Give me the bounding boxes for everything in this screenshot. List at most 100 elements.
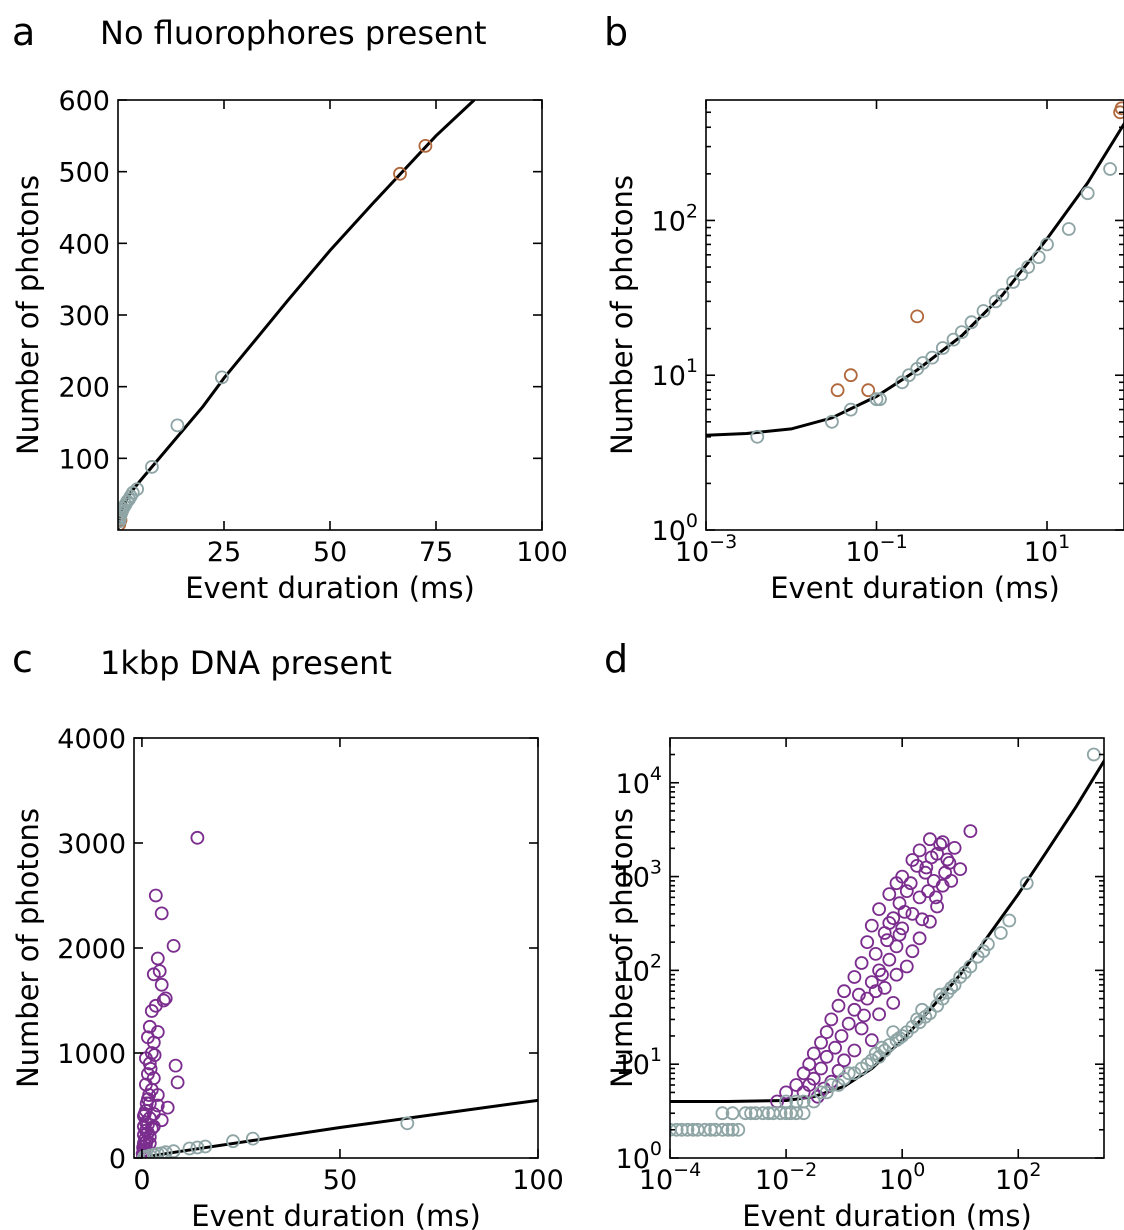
fit-curve <box>706 121 1124 437</box>
data-point-gray <box>824 1078 839 1092</box>
data-point-gray <box>779 1094 793 1109</box>
data-point-purple <box>903 876 918 891</box>
panel-b: b 10−3 10−1 101 100 101 102 Event duration (ms)… <box>604 10 1124 605</box>
data-point-gray <box>915 1002 929 1017</box>
data-point-gray <box>923 1006 937 1021</box>
y-tick-label: 200 <box>58 373 110 404</box>
panel-d: d 10−4 10−2 100 102 100 101 102 103 104 Event dura… <box>604 637 1105 1230</box>
data-point-purple <box>882 916 897 930</box>
fit-curve <box>118 100 476 530</box>
data-point-gray <box>1080 186 1095 201</box>
data-point-purple <box>828 1040 842 1055</box>
data-point-purple <box>142 1019 157 1034</box>
data-point-purple <box>150 951 165 966</box>
data-point-gray <box>789 1094 804 1109</box>
data-point-gray <box>819 1085 834 1100</box>
x-tick-label: 0 <box>133 1165 150 1196</box>
data-point-purple <box>190 830 205 845</box>
y-tick-label: 4000 <box>57 724 126 755</box>
x-tick-label: 100 <box>879 1159 925 1196</box>
data-point-purple <box>912 843 927 858</box>
data-point-gray <box>976 304 991 318</box>
data-point-gray <box>1040 237 1054 252</box>
y-tick-label: 500 <box>58 158 110 189</box>
y-tick-label: 103 <box>616 857 662 894</box>
y-tick-label: 600 <box>58 86 110 117</box>
panel-letter: d <box>604 637 628 681</box>
panel-letter: c <box>12 637 33 681</box>
y-tick-label: 100 <box>652 510 698 547</box>
data-point-orange <box>418 138 433 153</box>
data-point-purple <box>154 1113 169 1128</box>
data-point-purple <box>892 927 907 942</box>
data-point-gray <box>847 1066 862 1081</box>
y-tick-label: 0 <box>109 1144 126 1175</box>
data-point-orange <box>830 383 845 398</box>
data-point-purple <box>899 959 914 974</box>
data-point-gray <box>825 414 839 429</box>
data-point-purple <box>889 876 904 891</box>
panel-title: No fluorophores present <box>100 14 487 52</box>
x-axis-label: Event duration (ms) <box>191 1199 481 1230</box>
panel-title: 1kbp DNA present <box>100 644 392 682</box>
data-point-gray <box>964 315 979 330</box>
panel-letter: b <box>604 10 628 54</box>
y-tick-label: 102 <box>616 950 662 987</box>
data-point-purple <box>796 1085 811 1100</box>
data-point-purple <box>882 952 897 967</box>
data-point-gray <box>843 402 858 417</box>
data-point-purple <box>831 998 846 1013</box>
y-tick-label: 101 <box>616 1044 662 1081</box>
panel-a: a No fluorophores present 25 50 75 100 100 200 3… <box>11 10 568 605</box>
data-point-purple <box>857 1008 871 1023</box>
data-point-purple <box>864 918 879 933</box>
y-axis-label: Number of photons <box>11 175 45 455</box>
data-point-purple <box>837 1053 851 1068</box>
data-point-gray <box>1103 162 1117 176</box>
data-point-gray <box>814 1085 828 1100</box>
data-point-gray <box>144 459 159 474</box>
data-point-gray <box>680 1122 695 1137</box>
data-point-purple <box>137 1107 152 1121</box>
data-point-gray <box>1031 250 1046 265</box>
x-tick-label: 75 <box>419 537 453 568</box>
data-point-gray <box>118 514 127 529</box>
fit-curve <box>670 758 1104 1103</box>
y-tick-label: 2000 <box>57 934 126 965</box>
data-point-gray <box>715 1122 730 1137</box>
data-point-purple <box>860 935 875 949</box>
data-point-gray <box>1061 222 1076 236</box>
data-point-purple <box>928 890 943 905</box>
y-axis-label: Number of photons <box>605 175 639 455</box>
data-point-purple <box>819 1049 834 1064</box>
data-point-gray <box>841 1066 856 1081</box>
x-axis-label: Event duration (ms) <box>770 571 1060 605</box>
data-point-purple <box>139 1096 154 1111</box>
data-point-purple <box>899 884 914 898</box>
data-point-gray <box>226 1134 240 1149</box>
data-point-orange <box>861 383 876 398</box>
data-point-purple <box>915 912 929 927</box>
data-point-gray <box>715 1106 730 1121</box>
y-tick-label: 102 <box>652 200 698 237</box>
data-point-gray <box>892 1031 907 1045</box>
data-point-purple <box>935 835 950 849</box>
data-point-gray <box>944 981 959 995</box>
x-tick-label: 25 <box>207 537 241 568</box>
plot-frame <box>705 99 1124 531</box>
data-point-gray <box>882 1038 897 1052</box>
data-point-orange <box>1113 105 1124 120</box>
data-point-gray <box>1021 260 1035 274</box>
data-point-gray <box>245 1131 260 1146</box>
data-point-purple <box>802 1057 817 1072</box>
data-point-gray <box>118 505 129 520</box>
data-point-gray <box>182 1141 197 1156</box>
data-point-gray <box>698 1122 712 1137</box>
x-tick-label: 50 <box>323 1165 357 1196</box>
data-point-gray <box>750 429 765 444</box>
data-point-purple <box>933 837 947 852</box>
x-tick-label: 100 <box>516 537 568 568</box>
data-point-purple <box>880 933 894 948</box>
data-point-purple <box>854 1021 869 1036</box>
data-point-gray <box>905 1020 920 1034</box>
